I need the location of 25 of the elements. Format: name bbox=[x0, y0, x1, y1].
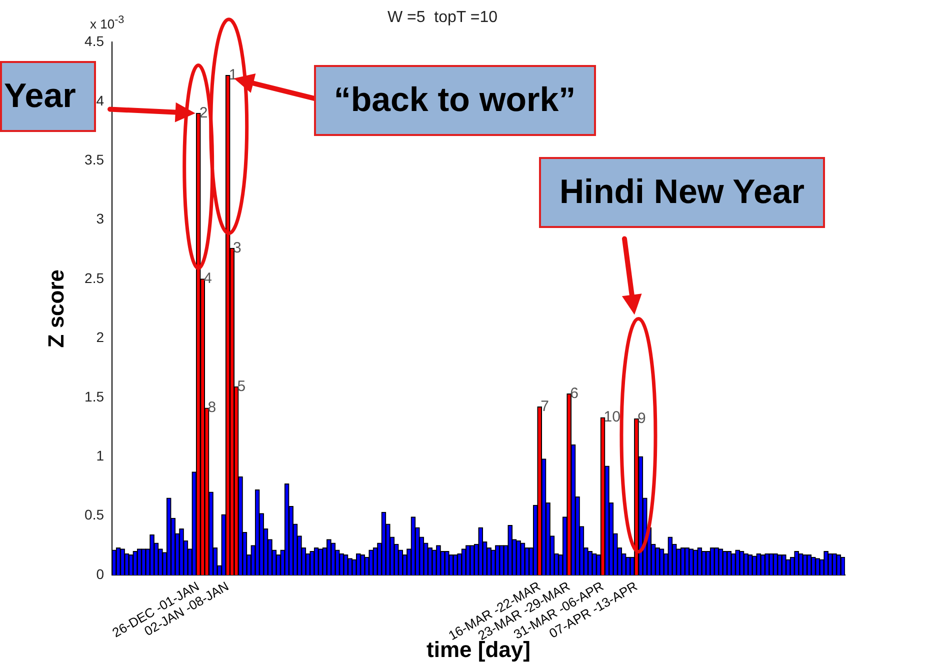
chart-title: W =5 topT =10 bbox=[388, 9, 498, 26]
y-axis-title: Z score bbox=[43, 269, 68, 348]
annotation: “back to work” bbox=[314, 65, 596, 136]
y-tick-label: 1.5 bbox=[84, 388, 104, 404]
y-tick-label: 0 bbox=[96, 566, 104, 582]
y-tick-label: 0.5 bbox=[84, 506, 104, 523]
y-tick-label: 3.5 bbox=[84, 151, 104, 168]
y-tick-label: 2 bbox=[96, 329, 104, 346]
y-tick-label: 4 bbox=[96, 92, 104, 108]
annotation: 2 bbox=[199, 104, 208, 122]
annotation: 4 bbox=[204, 270, 212, 288]
y-tick-label: 4.5 bbox=[84, 33, 104, 50]
annotation: 8 bbox=[208, 399, 216, 416]
text: Year bbox=[0, 61, 96, 132]
annotation: 10 bbox=[604, 408, 620, 426]
annotation: Hindi New Year bbox=[539, 156, 824, 228]
y-tick-label: 3 bbox=[96, 210, 104, 227]
annotation: 5 bbox=[237, 378, 246, 395]
y-tick-label: 2.5 bbox=[84, 270, 104, 286]
annotation: 9 bbox=[637, 410, 646, 427]
y-tick-label: 1 bbox=[96, 447, 104, 464]
annotation: 7 bbox=[540, 398, 549, 416]
text: x 10$^{-3}$ bbox=[90, 14, 124, 32]
annotation: 3 bbox=[233, 239, 242, 256]
annotation: 6 bbox=[570, 384, 578, 402]
